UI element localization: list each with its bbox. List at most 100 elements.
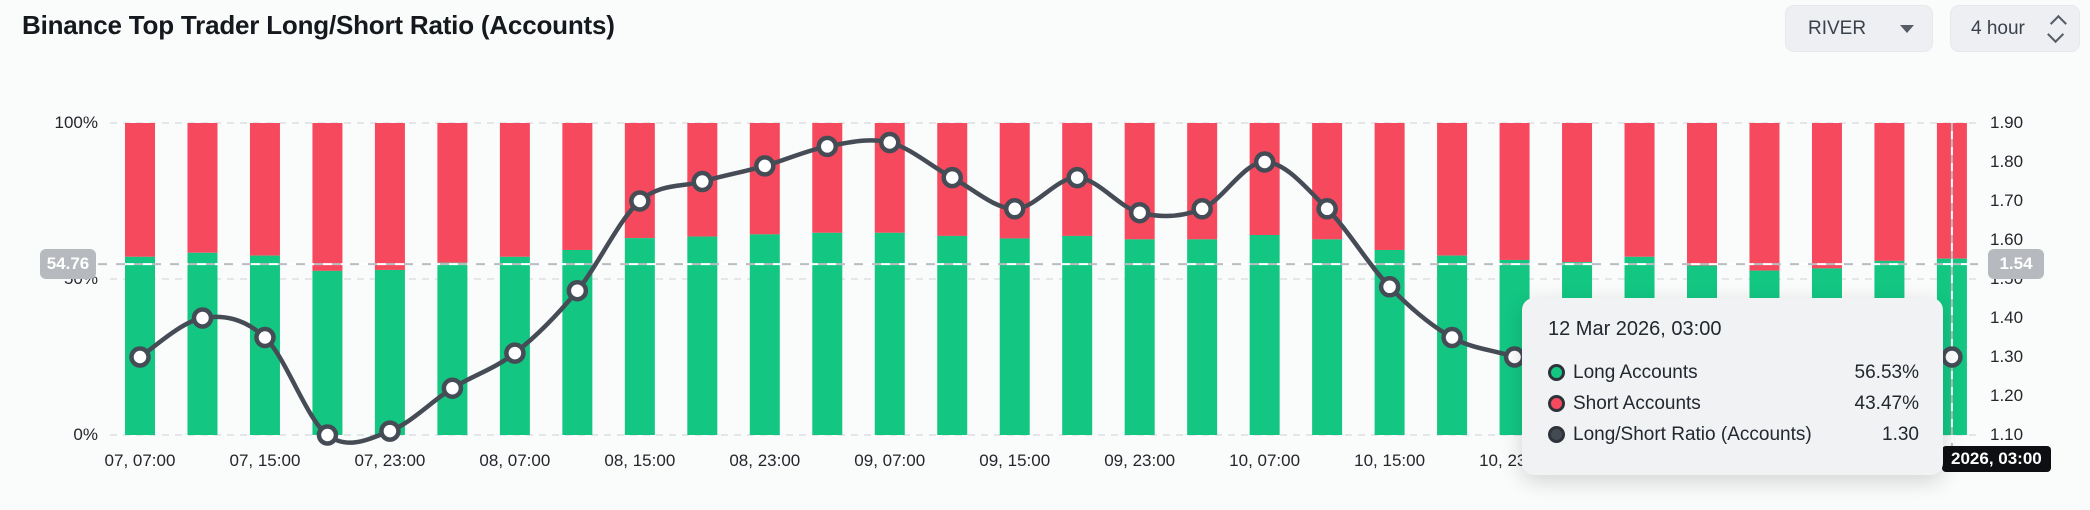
- ratio-marker[interactable]: [441, 377, 464, 399]
- tooltip-label: Long/Short Ratio (Accounts): [1573, 423, 1812, 445]
- bar-short-segment[interactable]: [1437, 123, 1468, 256]
- right-axis-highlight-badge: 1.54: [1988, 249, 2044, 279]
- ratio-marker[interactable]: [316, 424, 339, 446]
- bar-long-segment[interactable]: [1312, 239, 1343, 435]
- x-axis-tick: 08, 23:00: [729, 451, 801, 470]
- right-axis-tick: 1.60: [1990, 230, 2024, 249]
- left-axis-tick: 0%: [73, 425, 98, 444]
- ratio-marker[interactable]: [1003, 198, 1026, 220]
- x-axis-tick: 10, 15:00: [1354, 451, 1426, 470]
- ratio-marker[interactable]: [1066, 166, 1088, 189]
- ratio-marker[interactable]: [379, 420, 401, 442]
- x-axis-tick: 09, 23:00: [1104, 451, 1176, 470]
- bar-long-segment[interactable]: [187, 252, 218, 435]
- bar-short-segment[interactable]: [562, 123, 593, 250]
- bar-long-segment[interactable]: [1249, 235, 1280, 435]
- bar-long-segment[interactable]: [937, 235, 968, 435]
- tooltip-row-long: Long Accounts 56.53%: [1548, 357, 1919, 388]
- ratio-marker[interactable]: [941, 166, 963, 189]
- bar-long-segment[interactable]: [999, 238, 1030, 435]
- bar-short-segment[interactable]: [249, 123, 280, 256]
- x-axis-tick: 07, 07:00: [104, 451, 176, 470]
- x-axis-tick: 09, 07:00: [854, 451, 926, 470]
- bar-short-segment[interactable]: [1749, 123, 1780, 271]
- bar-short-segment[interactable]: [624, 123, 655, 239]
- right-axis-tick: 1.30: [1990, 347, 2024, 366]
- interval-selector-dropdown[interactable]: 4 hour: [1950, 5, 2080, 52]
- ratio-marker[interactable]: [879, 131, 901, 154]
- right-axis-tick: 1.40: [1990, 308, 2024, 327]
- bar-short-segment[interactable]: [312, 123, 343, 271]
- ratio-marker[interactable]: [754, 155, 776, 177]
- bar-short-segment[interactable]: [1874, 123, 1905, 261]
- ratio-marker[interactable]: [504, 342, 526, 364]
- tooltip-label: Long Accounts: [1573, 361, 1698, 383]
- x-axis-tick: 08, 15:00: [604, 451, 676, 470]
- ratio-marker[interactable]: [1378, 276, 1401, 298]
- ratio-marker[interactable]: [191, 307, 214, 329]
- bar-short-segment[interactable]: [1187, 123, 1218, 240]
- x-axis-tick: 07, 23:00: [354, 451, 426, 470]
- bar-short-segment[interactable]: [187, 123, 218, 253]
- ratio-marker[interactable]: [566, 279, 589, 302]
- left-axis-tick: 100%: [54, 113, 98, 132]
- short-accounts-dot-icon: [1548, 395, 1565, 412]
- bar-long-segment[interactable]: [312, 270, 343, 435]
- x-axis-tick: 10, 07:00: [1229, 451, 1301, 470]
- bar-short-segment[interactable]: [1499, 123, 1530, 260]
- x-axis-tick: 07, 15:00: [229, 451, 301, 470]
- bar-long-segment[interactable]: [624, 238, 655, 435]
- ratio-marker[interactable]: [1191, 198, 1213, 220]
- bar-short-segment[interactable]: [374, 123, 405, 270]
- bar-long-segment[interactable]: [437, 262, 468, 435]
- bar-short-segment[interactable]: [437, 123, 468, 263]
- bar-long-segment[interactable]: [125, 256, 155, 435]
- bar-long-segment[interactable]: [874, 232, 905, 435]
- bar-short-segment[interactable]: [1249, 123, 1280, 236]
- ratio-marker[interactable]: [691, 170, 714, 193]
- tooltip-label: Short Accounts: [1573, 392, 1701, 414]
- ratio-marker[interactable]: [1316, 198, 1338, 220]
- bar-long-segment[interactable]: [1187, 239, 1218, 435]
- bar-short-segment[interactable]: [125, 123, 155, 257]
- right-axis-tick: 1.80: [1990, 152, 2024, 171]
- page-title: Binance Top Trader Long/Short Ratio (Acc…: [22, 10, 615, 40]
- interval-selector-value: 4 hour: [1971, 17, 2025, 39]
- ratio-marker[interactable]: [254, 326, 276, 349]
- ratio-marker[interactable]: [816, 135, 839, 158]
- right-axis-tick: 1.10: [1990, 425, 2024, 444]
- ratio-marker[interactable]: [1941, 346, 1963, 368]
- bar-short-segment[interactable]: [1811, 123, 1842, 269]
- bar-short-segment[interactable]: [1562, 123, 1593, 263]
- bar-long-segment[interactable]: [1062, 235, 1093, 435]
- tooltip-row-short: Short Accounts 43.47%: [1548, 388, 1919, 419]
- ratio-marker[interactable]: [1503, 346, 1526, 368]
- ratio-marker[interactable]: [1128, 201, 1151, 224]
- bar-short-segment[interactable]: [999, 123, 1030, 239]
- pair-selector-dropdown[interactable]: RIVER: [1785, 5, 1933, 52]
- right-axis-tick: 1.70: [1990, 191, 2024, 210]
- bar-short-segment[interactable]: [1374, 123, 1405, 250]
- bar-long-segment[interactable]: [812, 232, 843, 435]
- tooltip-value: 1.30: [1882, 423, 1919, 445]
- x-axis-tick: 09, 15:00: [979, 451, 1051, 470]
- chart-tooltip: 12 Mar 2026, 03:00 Long Accounts 56.53% …: [1522, 298, 1943, 475]
- bar-long-segment[interactable]: [749, 234, 780, 435]
- ratio-marker[interactable]: [629, 190, 651, 212]
- ratio-dot-icon: [1548, 426, 1565, 443]
- ratio-marker[interactable]: [129, 346, 151, 368]
- right-axis-tick: 1.90: [1990, 113, 2024, 132]
- bar-short-segment[interactable]: [1687, 123, 1717, 266]
- left-axis-highlight-badge: 54.76: [40, 249, 96, 279]
- ratio-marker[interactable]: [1441, 326, 1463, 349]
- bar-short-segment[interactable]: [749, 123, 780, 235]
- bar-long-segment[interactable]: [1124, 239, 1155, 435]
- right-axis-tick: 1.20: [1990, 386, 2024, 405]
- bar-long-segment[interactable]: [687, 236, 718, 435]
- bar-long-segment[interactable]: [374, 269, 405, 435]
- crosshair-time-badge: 2026, 03:00: [1942, 446, 2051, 472]
- bar-short-segment[interactable]: [499, 123, 530, 257]
- ratio-marker[interactable]: [1253, 151, 1276, 173]
- bar-short-segment[interactable]: [1624, 123, 1655, 257]
